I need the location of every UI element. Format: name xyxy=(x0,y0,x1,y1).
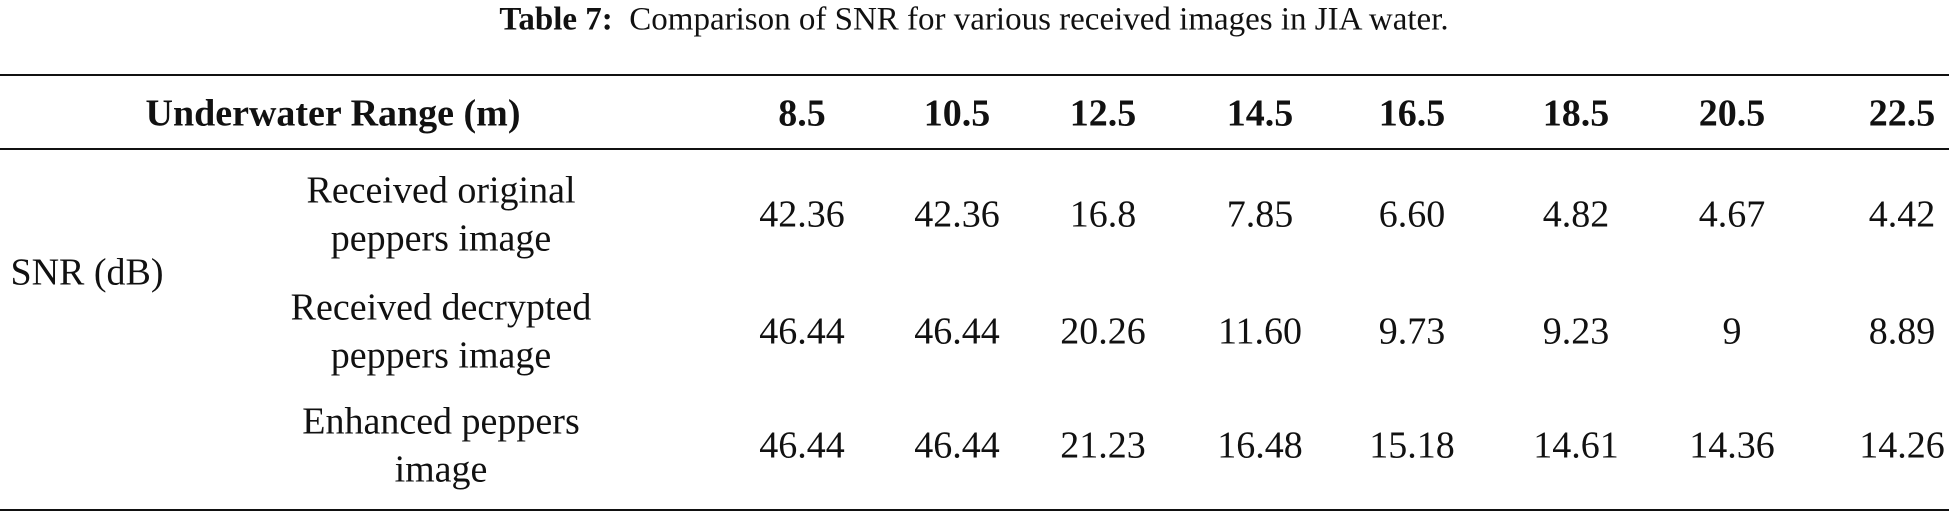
header-rule xyxy=(0,148,1949,150)
cell-value: 46.44 xyxy=(759,424,845,467)
cell-value: 11.60 xyxy=(1217,310,1303,353)
column-header: 10.5 xyxy=(923,92,991,135)
cell-value: 46.44 xyxy=(914,310,1000,353)
cell-value: 7.85 xyxy=(1226,193,1294,236)
cell-value: 16.8 xyxy=(1069,193,1137,236)
row-label: Received decrypted peppers image xyxy=(291,285,592,380)
row-label-line: Enhanced peppers xyxy=(302,400,580,443)
row-label-line: peppers image xyxy=(330,334,552,376)
cell-value: 9 xyxy=(1722,310,1742,353)
column-header: 16.5 xyxy=(1378,92,1446,135)
row-label: Received original peppers image xyxy=(306,168,575,263)
cell-value: 4.42 xyxy=(1868,193,1936,236)
cell-value: 42.36 xyxy=(914,193,1000,236)
group-label: SNR (dB) xyxy=(10,251,164,294)
caption-text: Comparison of SNR for various received i… xyxy=(629,1,1449,38)
cell-value: 14.26 xyxy=(1859,424,1945,467)
cell-value: 4.67 xyxy=(1698,193,1766,236)
row-label-line: Received original xyxy=(306,169,576,212)
column-header: 12.5 xyxy=(1069,92,1137,135)
cell-value: 21.23 xyxy=(1060,424,1146,467)
column-header: 22.5 xyxy=(1868,92,1936,135)
row-header-title: Underwater Range (m) xyxy=(145,92,521,135)
row-label-line: peppers image xyxy=(330,217,552,259)
cell-value: 46.44 xyxy=(759,310,845,353)
cell-value: 14.61 xyxy=(1533,424,1619,467)
column-header: 14.5 xyxy=(1226,92,1294,135)
row-label: Enhanced peppers image xyxy=(302,399,580,494)
top-rule xyxy=(0,74,1949,76)
cell-value: 16.48 xyxy=(1217,424,1303,467)
bottom-rule xyxy=(0,509,1949,511)
column-header: 20.5 xyxy=(1698,92,1766,135)
cell-value: 15.18 xyxy=(1369,424,1455,467)
cell-value: 46.44 xyxy=(914,424,1000,467)
cell-value: 4.82 xyxy=(1542,193,1610,236)
cell-value: 20.26 xyxy=(1060,310,1146,353)
cell-value: 9.23 xyxy=(1542,310,1610,353)
table-caption: Table 7: Comparison of SNR for various r… xyxy=(499,0,1448,41)
column-header: 8.5 xyxy=(778,92,826,135)
row-label-line: image xyxy=(394,448,488,490)
cell-value: 8.89 xyxy=(1868,310,1936,353)
cell-value: 9.73 xyxy=(1378,310,1446,353)
cell-value: 14.36 xyxy=(1689,424,1775,467)
cell-value: 42.36 xyxy=(759,193,845,236)
caption-label: Table 7: xyxy=(499,1,613,38)
row-label-line: Received decrypted xyxy=(290,286,592,329)
column-header: 18.5 xyxy=(1542,92,1610,135)
cell-value: 6.60 xyxy=(1378,193,1446,236)
